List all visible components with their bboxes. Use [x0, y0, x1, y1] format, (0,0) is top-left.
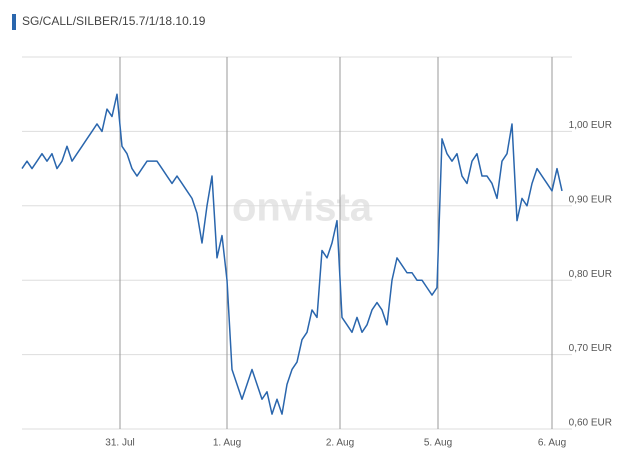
y-tick-label: 0,60 EUR — [569, 418, 612, 429]
x-tick-label: 1. Aug — [213, 438, 241, 449]
x-tick-label: 6. Aug — [538, 438, 566, 449]
x-tick-label: 31. Jul — [105, 438, 134, 449]
y-tick-label: 0,70 EUR — [569, 343, 612, 354]
price-line — [21, 93, 563, 415]
x-tick-label: 2. Aug — [326, 438, 354, 449]
chart-title: SG/CALL/SILBER/15.7/1/18.10.19 — [22, 14, 206, 28]
x-tick-label: 5. Aug — [424, 438, 452, 449]
y-tick-label: 0,90 EUR — [569, 194, 612, 205]
watermark: onvista — [232, 186, 373, 230]
y-tick-label: 0,80 EUR — [569, 269, 612, 280]
y-tick-label: 1,00 EUR — [569, 120, 612, 131]
title-marker — [12, 14, 16, 30]
